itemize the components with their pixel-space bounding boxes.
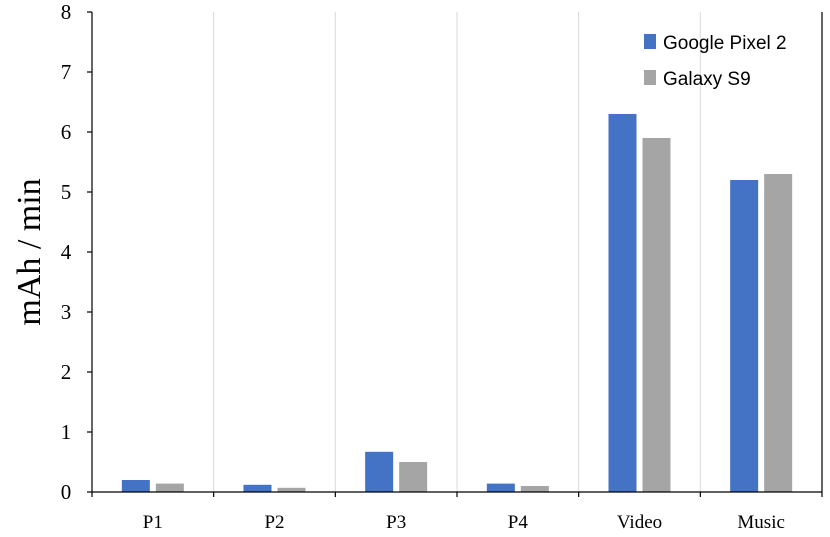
y-tick-label: 0 bbox=[61, 480, 72, 504]
y-tick-label: 3 bbox=[61, 300, 72, 324]
bar-galaxy-s9-video bbox=[642, 138, 671, 492]
y-tick-labels: 0 1 2 3 4 5 6 7 8 bbox=[61, 0, 92, 504]
x-tick-label: P3 bbox=[386, 512, 406, 533]
legend: Google Pixel 2 Galaxy S9 bbox=[644, 33, 787, 90]
bar-google-pixel-2-p2 bbox=[243, 484, 272, 492]
x-tick-label: Music bbox=[737, 512, 785, 533]
bars bbox=[121, 114, 793, 492]
legend-swatch bbox=[644, 34, 656, 49]
y-tick-label: 1 bbox=[61, 420, 72, 444]
legend-swatch bbox=[644, 70, 656, 85]
y-tick-label: 7 bbox=[61, 60, 72, 84]
bar-google-pixel-2-music bbox=[730, 180, 759, 492]
y-tick-label: 6 bbox=[61, 120, 72, 144]
bar-google-pixel-2-video bbox=[608, 114, 637, 492]
y-tick-label: 4 bbox=[61, 240, 72, 264]
y-tick-label: 5 bbox=[61, 180, 72, 204]
y-tick-label: 2 bbox=[61, 360, 72, 384]
bar-google-pixel-2-p4 bbox=[486, 483, 515, 492]
bar-galaxy-s9-p2 bbox=[277, 487, 306, 492]
x-tick-label: P2 bbox=[264, 512, 284, 533]
grid-lines bbox=[213, 12, 701, 492]
y-axis-label: mAh / min bbox=[11, 178, 48, 325]
x-tick-label: P4 bbox=[508, 512, 529, 533]
y-tick-label: 8 bbox=[61, 0, 72, 24]
bar-galaxy-s9-p3 bbox=[399, 462, 428, 492]
legend-label: Galaxy S9 bbox=[663, 69, 751, 90]
x-tick-label: P1 bbox=[143, 512, 163, 533]
bar-galaxy-s9-p4 bbox=[520, 486, 549, 492]
bar-galaxy-s9-music bbox=[764, 174, 793, 492]
legend-label: Google Pixel 2 bbox=[663, 33, 787, 54]
bar-google-pixel-2-p3 bbox=[365, 451, 394, 492]
x-tick-label: Video bbox=[617, 512, 662, 533]
bar-google-pixel-2-p1 bbox=[121, 480, 150, 492]
bar-galaxy-s9-p1 bbox=[155, 483, 184, 492]
x-tick-labels: P1 P2 P3 P4 Video Music bbox=[91, 492, 823, 533]
